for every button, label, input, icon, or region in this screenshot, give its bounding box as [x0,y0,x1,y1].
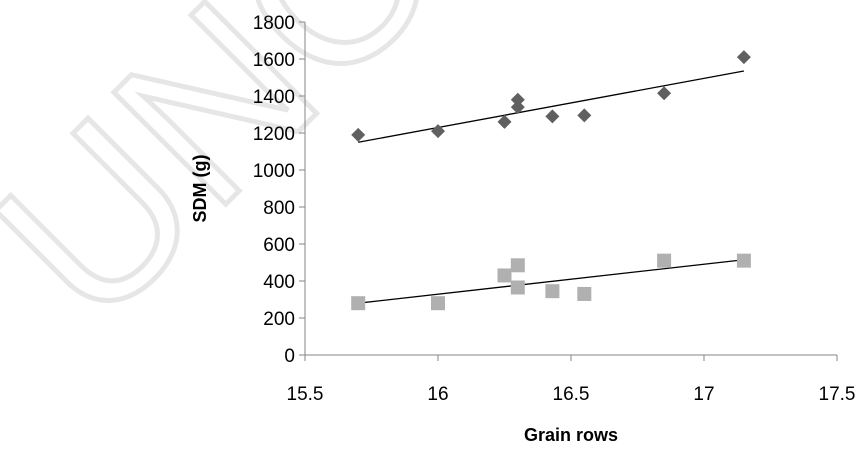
data-point-square [497,268,512,283]
x-tick-label: 16 [427,384,448,405]
data-point-square [657,253,672,268]
y-tick-label: 200 [263,309,295,330]
trendline-series-1 [358,70,745,143]
plot-area: 0 200 400 600 800 1000 1200 1400 1600 1800 15.5 16 1… [253,13,856,405]
data-point-diamond [657,86,672,101]
y-axis-title: SDM (g) [190,155,210,223]
data-point-square [351,296,366,311]
trendline-series-2 [358,259,744,304]
x-tick-label: 17.5 [819,384,856,405]
x-tick-label: 15.5 [287,384,324,405]
y-tick-label: 1600 [253,50,295,71]
x-tick-label: 16.5 [553,384,590,405]
data-point-diamond [510,100,525,115]
data-point-diamond [545,109,560,124]
data-point-diamond [351,127,366,142]
y-tick-label: 800 [263,198,295,219]
y-tick-label: 1400 [253,87,295,108]
y-tick-label: 1800 [253,13,295,34]
data-point-square [736,253,751,268]
data-point-square [577,286,592,301]
data-point-diamond [431,124,445,139]
data-point-diamond [736,50,751,65]
data-point-diamond [577,108,592,123]
y-tick-label: 1200 [253,124,295,145]
x-axis-title: Grain rows [524,425,618,445]
y-tick-label: 1000 [253,161,295,182]
data-point-square [431,296,445,311]
x-tick-label: 17 [693,384,714,405]
data-point-square [510,280,525,295]
watermark-text: UNC [0,0,482,370]
data-point-square [545,284,560,299]
y-tick-label: 600 [263,235,295,256]
y-tick-label: 400 [263,272,295,293]
data-point-square [510,258,525,273]
data-point-diamond [510,92,525,107]
watermark: UNC [0,0,484,372]
data-point-diamond [497,114,512,129]
y-tick-label: 0 [284,346,295,367]
